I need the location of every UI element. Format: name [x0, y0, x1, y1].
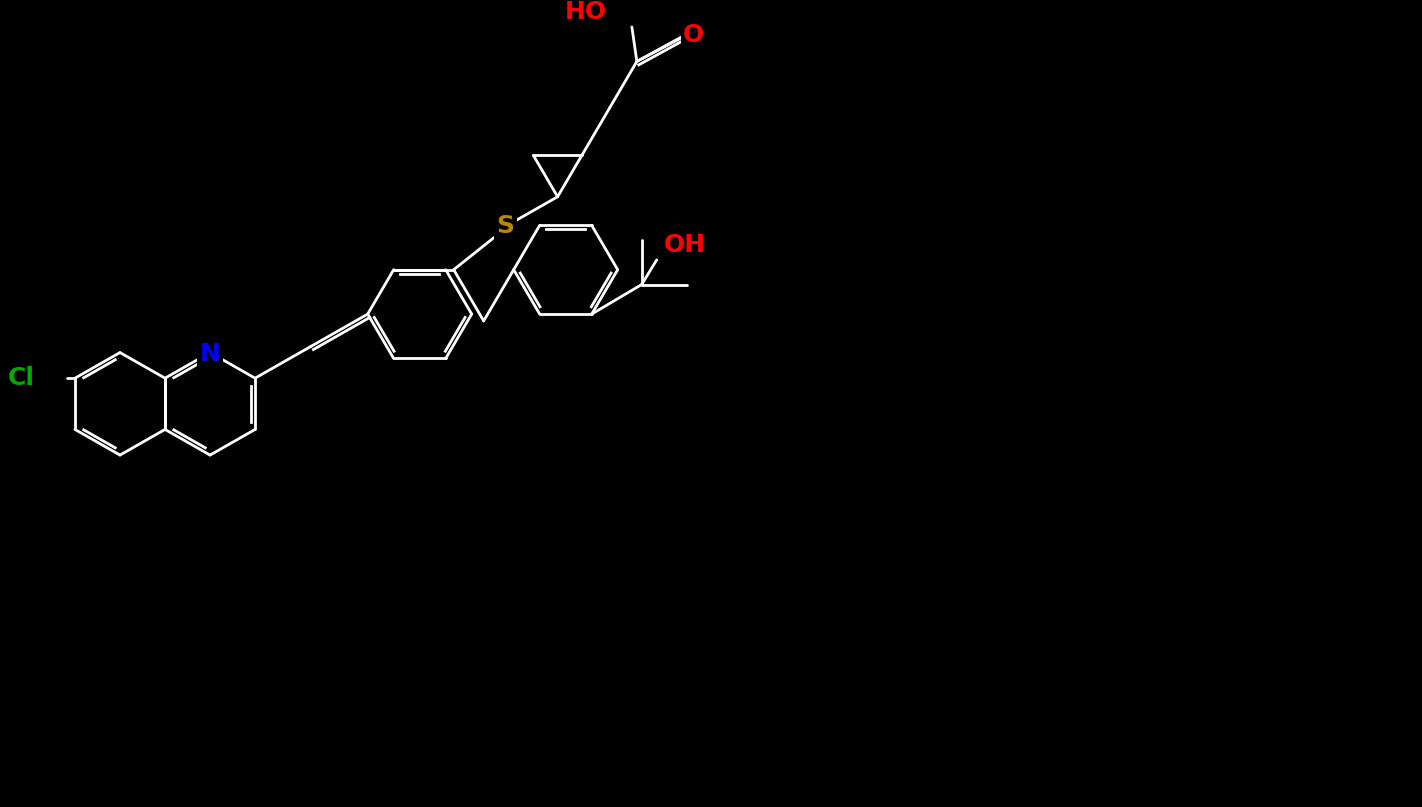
Text: O: O — [683, 23, 704, 47]
Text: HO: HO — [565, 0, 607, 24]
Text: OH: OH — [664, 233, 705, 257]
Text: N: N — [199, 341, 220, 366]
Text: S: S — [496, 215, 515, 238]
Text: Cl: Cl — [9, 366, 36, 390]
